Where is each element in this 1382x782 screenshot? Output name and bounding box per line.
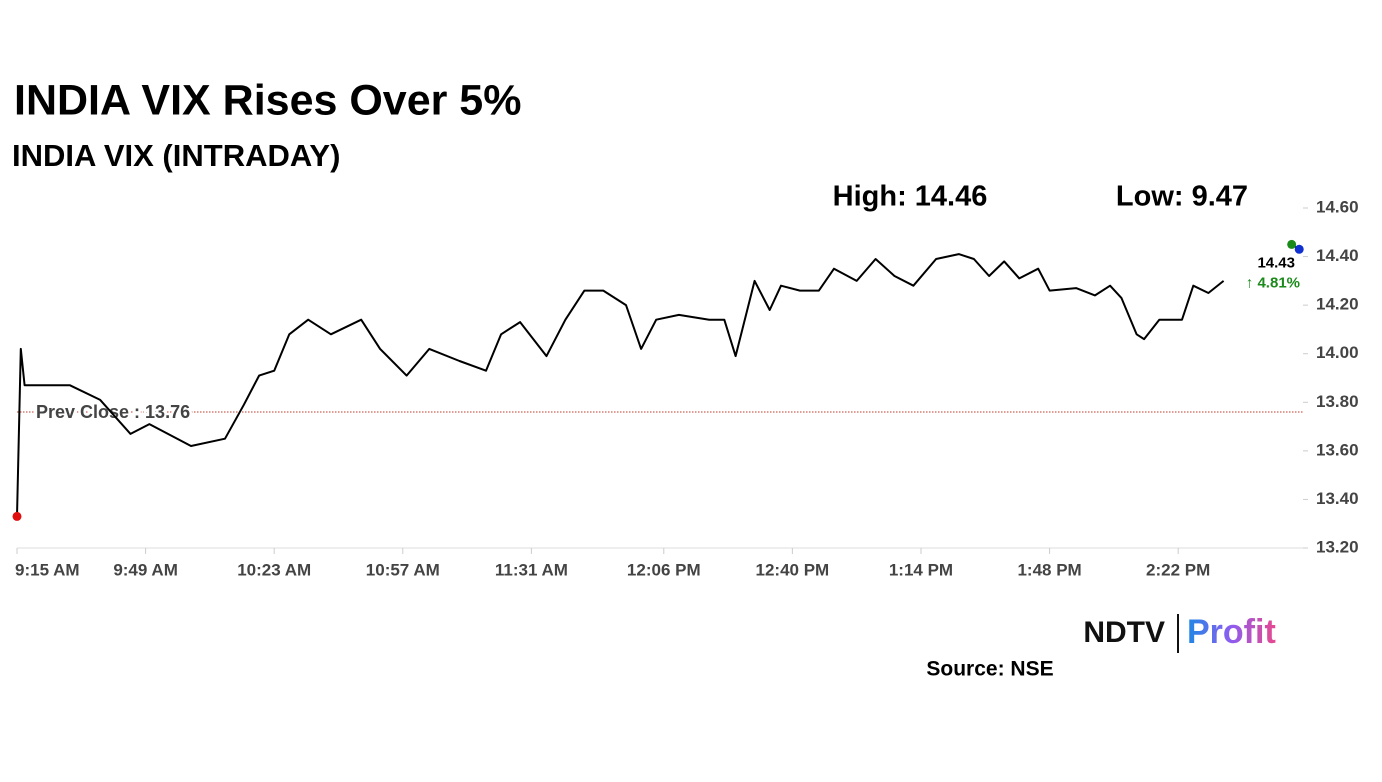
high-label: High: 14.46	[833, 181, 988, 213]
x-tick-label: 9:49 AM	[113, 560, 178, 579]
y-tick-label: 13.80	[1316, 392, 1359, 411]
x-tick-label: 12:40 PM	[756, 560, 830, 579]
x-tick-label: 9:15 AM	[15, 560, 80, 579]
x-tick-label: 12:06 PM	[627, 560, 701, 579]
y-tick-label: 14.60	[1316, 197, 1359, 216]
y-tick-label: 13.20	[1316, 537, 1359, 556]
y-tick-label: 14.40	[1316, 246, 1359, 265]
chart-subtitle: INDIA VIX (INTRADAY)	[12, 138, 340, 173]
low-label: Low: 9.47	[1116, 181, 1248, 213]
last-value-label: 14.43	[1257, 254, 1295, 271]
y-tick-label: 14.00	[1316, 343, 1359, 362]
y-tick-label: 13.40	[1316, 489, 1359, 508]
x-tick-label: 10:23 AM	[237, 560, 311, 579]
prev-close-label: Prev Close : 13.76	[36, 402, 190, 422]
chart-title: INDIA VIX Rises Over 5%	[14, 76, 521, 124]
x-tick-label: 1:48 PM	[1017, 560, 1081, 579]
high-dot	[1287, 239, 1297, 249]
price-line	[16, 243, 1300, 517]
y-tick-label: 13.60	[1316, 440, 1359, 459]
logo-ndtv: NDTV	[1083, 616, 1165, 649]
last-dot	[1294, 244, 1304, 254]
logo-profit: Profit	[1187, 613, 1276, 651]
start-dot	[12, 511, 22, 521]
y-tick-label: 14.20	[1316, 295, 1359, 314]
x-tick-label: 11:31 AM	[495, 560, 568, 579]
change-label: ↑ 4.81%	[1246, 274, 1300, 291]
source: Source: NSE	[926, 658, 1053, 681]
x-tick-label: 1:14 PM	[889, 560, 953, 579]
x-tick-label: 10:57 AM	[366, 560, 440, 579]
x-tick-label: 2:22 PM	[1146, 560, 1210, 579]
